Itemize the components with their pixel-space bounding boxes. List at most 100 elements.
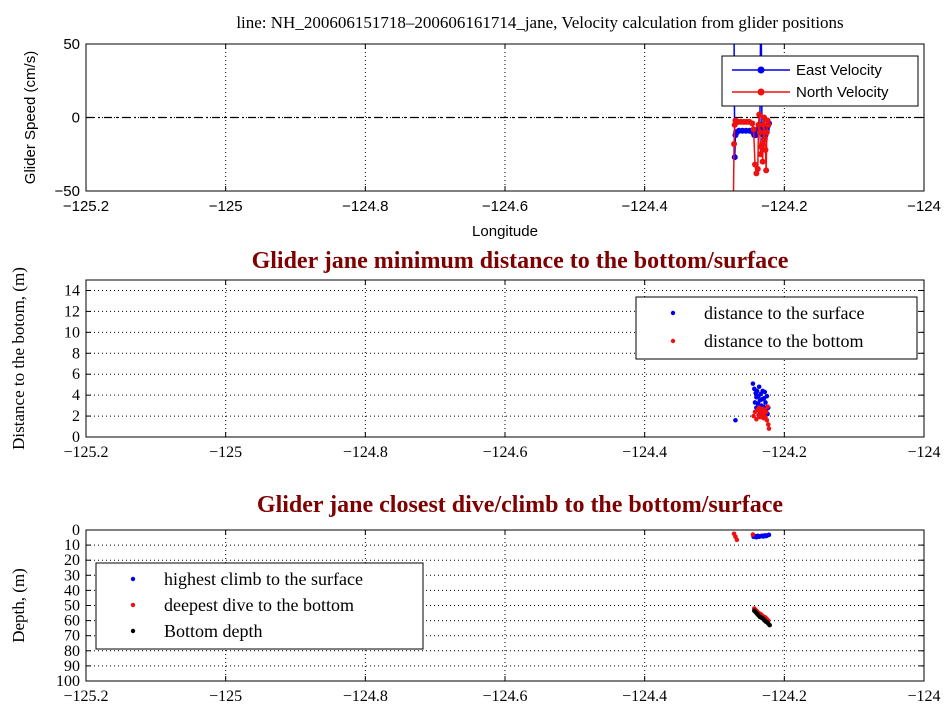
data-point — [767, 622, 772, 628]
y-tick-label: 40 — [64, 582, 80, 599]
data-point — [750, 532, 756, 537]
y-axis-label: Glider Speed (cm/s) — [22, 51, 39, 184]
data-point — [751, 413, 756, 419]
x-tick-label: −124.8 — [342, 198, 388, 215]
y-tick-label: 30 — [64, 567, 80, 584]
x-tick-label: −125 — [209, 688, 242, 705]
y-axis-label: Distance to the botom, (m) — [9, 267, 28, 450]
data-point — [764, 393, 770, 399]
x-tick-label: −124.8 — [343, 444, 388, 461]
y-tick-label: 100 — [56, 673, 80, 690]
legend-marker — [757, 66, 765, 74]
y-tick-label: 50 — [63, 36, 80, 53]
legend-box — [635, 296, 918, 360]
legend-marker — [130, 628, 136, 634]
x-tick-label: −125.2 — [63, 444, 108, 461]
x-tick-label: −124.2 — [762, 688, 807, 705]
data-point — [756, 111, 763, 118]
chart-velocity: −125.2 −125 −124.8 −124.6 −124.4 −124.2 −124 −5… — [22, 34, 941, 240]
x-tick-label: −124.4 — [622, 688, 667, 705]
y-tick-label: −50 — [55, 183, 80, 200]
y-tick-label: 8 — [72, 345, 80, 362]
data-point — [731, 34, 737, 40]
chart-title: Glider jane minimum distance to the bott… — [252, 248, 789, 274]
legend-label: North Velocity — [796, 84, 889, 101]
data-point — [752, 400, 758, 405]
data-point — [752, 161, 759, 168]
x-tick-label: −124 — [907, 198, 941, 215]
x-tick-label: −124.8 — [343, 688, 388, 705]
x-tick-label: −125.2 — [63, 198, 109, 215]
data-point — [755, 121, 762, 128]
y-tick-label: 90 — [64, 658, 80, 675]
y-tick-label: 50 — [64, 598, 80, 615]
legend-marker — [670, 338, 676, 344]
data-point — [754, 416, 759, 422]
chart-distance: −125.2 −125 −124.8 −124.6 −124.4 −124.2 −124 0 2… — [9, 248, 941, 461]
x-tick-label: −124 — [907, 444, 940, 461]
x-tick-label: −125 — [209, 198, 243, 215]
x-tick-label: −124.6 — [482, 688, 527, 705]
data-point — [764, 117, 771, 124]
data-point — [765, 121, 772, 128]
legend-label: East Velocity — [796, 62, 882, 79]
legend-marker — [757, 88, 765, 96]
chart-title: Glider jane closest dive/climb to the bo… — [257, 492, 783, 518]
y-tick-label: 70 — [64, 628, 80, 645]
legend: distance to the surface distance to the b… — [635, 296, 918, 360]
y-tick-label: 60 — [64, 613, 80, 630]
y-tick-label: 12 — [64, 303, 80, 320]
data-point — [734, 537, 740, 543]
x-tick-label: −125.2 — [63, 688, 108, 705]
data-point — [765, 404, 770, 409]
legend-label: highest climb to the surface — [164, 569, 363, 589]
data-point — [762, 389, 768, 395]
data-point — [766, 426, 772, 431]
legend-box — [95, 562, 424, 650]
legend-marker — [130, 576, 136, 582]
legend-label: deepest dive to the bottom — [164, 595, 354, 615]
data-point — [733, 417, 738, 423]
legend-marker — [130, 602, 136, 608]
data-point — [754, 388, 760, 394]
data-point — [760, 121, 767, 128]
plot-area — [731, 531, 772, 628]
x-tick-label: −124 — [907, 688, 940, 705]
x-tick-label: −124.6 — [482, 198, 528, 215]
data-point — [763, 400, 768, 405]
data-point — [749, 120, 756, 127]
data-point — [731, 154, 738, 161]
data-point — [761, 136, 768, 143]
data-point — [731, 140, 738, 147]
legend: East Velocity North Velocity — [721, 55, 919, 107]
data-point — [758, 140, 765, 147]
x-tick-label: −124.6 — [482, 444, 527, 461]
legend: highest climb to the surface deepest dive… — [95, 562, 424, 650]
data-point — [754, 165, 761, 172]
y-tick-label: 10 — [64, 324, 80, 341]
y-tick-label: 4 — [72, 387, 80, 404]
y-tick-label: 80 — [64, 643, 80, 660]
y-tick-label: 6 — [72, 366, 80, 383]
y-axis-label: Depth, (m) — [9, 568, 28, 643]
legend-box — [721, 55, 919, 107]
x-tick-label: −124.2 — [762, 444, 807, 461]
x-tick-label: −125 — [209, 444, 242, 461]
x-tick-label: −124.4 — [622, 444, 667, 461]
data-point — [763, 167, 770, 174]
y-tick-label: 0 — [72, 429, 80, 446]
x-tick-label: −124.4 — [622, 198, 668, 215]
plot-area — [733, 381, 772, 431]
chart-depth: −125.2 −125 −124.8 −124.6 −124.4 −124.2 −12401… — [9, 492, 941, 705]
data-point — [764, 417, 770, 423]
data-point — [765, 422, 771, 427]
y-tick-label: 14 — [64, 282, 80, 299]
data-point — [730, 203, 736, 209]
data-point — [763, 409, 769, 415]
plot-area — [730, 34, 772, 209]
data-point — [750, 126, 757, 133]
data-point — [766, 532, 772, 538]
data-point — [759, 158, 766, 165]
data-point — [750, 381, 756, 386]
